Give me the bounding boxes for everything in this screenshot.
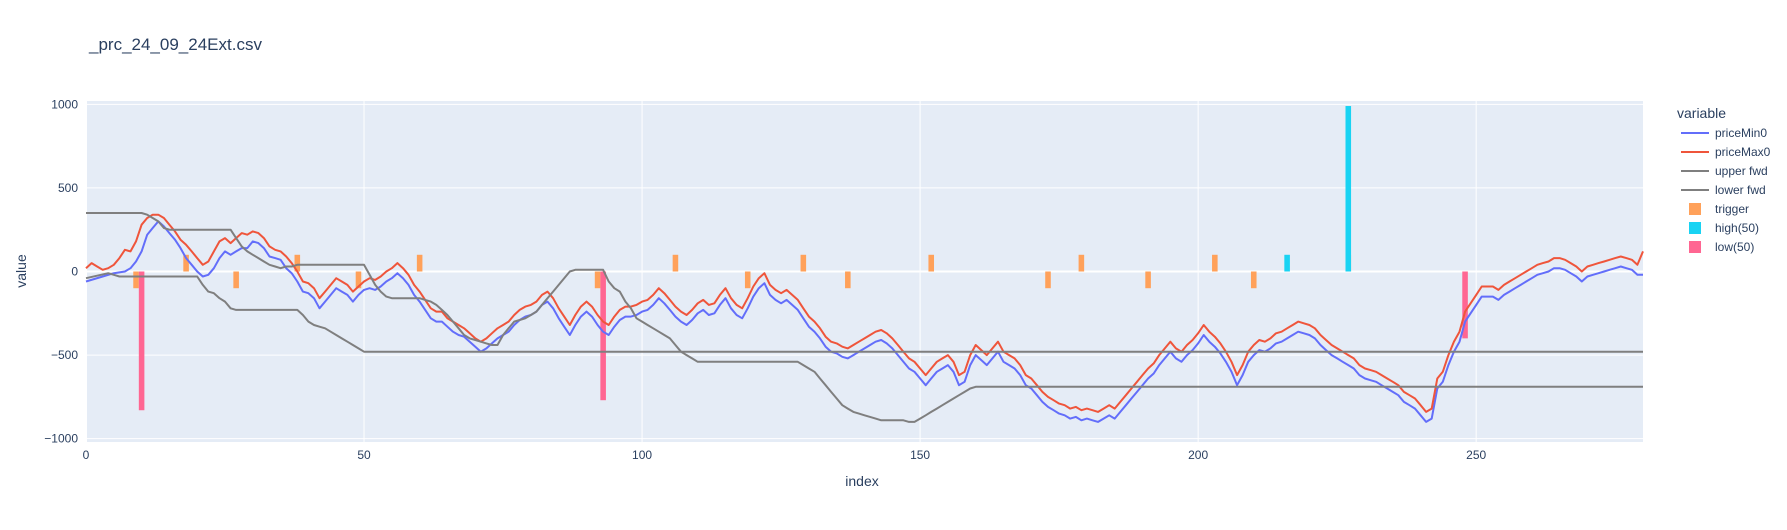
legend-label-pricemax0: priceMax0 [1715,145,1771,159]
x-tick-label: 250 [1466,448,1486,462]
line-series [85,212,1644,423]
legend-label-pricemin0: priceMin0 [1715,126,1767,140]
bar-trigger [416,254,423,272]
bar-low-50- [600,271,606,401]
bar-trigger [594,271,601,289]
legend[interactable]: variable priceMin0 priceMax0 upper fwd lowe… [1677,105,1771,254]
legend-swatch-trigger [1689,203,1701,215]
legend-label-low-50-: low(50) [1715,240,1754,254]
legend-label-upper-fwd: upper fwd [1715,164,1768,178]
y-tick-label: 500 [58,181,78,195]
x-axis-label: index [845,473,878,489]
bar-trigger [672,254,679,272]
bar-high-50- [1284,254,1290,272]
legend-label-trigger: trigger [1715,202,1749,216]
y-tick-label: −500 [51,348,78,362]
bar-series [133,106,1468,411]
bar-trigger [233,271,239,289]
bar-trigger [744,271,751,289]
bar-low-50- [138,271,145,411]
legend-swatch-high-50- [1689,222,1701,234]
x-tick-label: 100 [632,448,652,462]
bar-trigger [1045,271,1051,289]
bar-trigger [355,271,362,289]
bar-trigger [800,254,807,272]
y-axis-label: value [13,254,29,288]
x-tick-label: 0 [83,448,90,462]
y-tick-label: 1000 [51,97,78,111]
y-tick-label: −1000 [44,432,78,446]
bar-trigger [845,271,851,289]
line-pricemin0 [85,220,1643,423]
line-upper-fwd [86,212,1643,423]
legend-label-high-50-: high(50) [1715,221,1759,235]
legend-label-lower-fwd: lower fwd [1715,183,1766,197]
y-tick-label: 0 [71,265,78,279]
bar-trigger [183,254,189,272]
axis-ticks: −1000 −500 0 500 1000 0 50 100 150 200 250 [44,97,1486,462]
bar-trigger [1250,271,1257,289]
gridlines [85,101,1643,442]
line-lower-fwd [85,272,1643,353]
bar-low-50- [1462,271,1468,339]
bar-trigger [928,254,935,272]
bar-trigger [133,271,139,289]
x-tick-label: 200 [1188,448,1208,462]
bar-trigger [1145,271,1151,289]
bar-trigger [1212,254,1218,272]
bar-high-50- [1345,106,1352,272]
line-pricemax0 [85,213,1644,413]
legend-swatch-low-50- [1689,241,1701,253]
legend-title: variable [1677,105,1726,121]
chart-title: _prc_24_09_24Ext.csv [88,35,262,54]
bar-trigger [294,254,301,272]
bar-trigger [1078,254,1085,272]
x-tick-label: 50 [357,448,371,462]
x-tick-label: 150 [910,448,930,462]
